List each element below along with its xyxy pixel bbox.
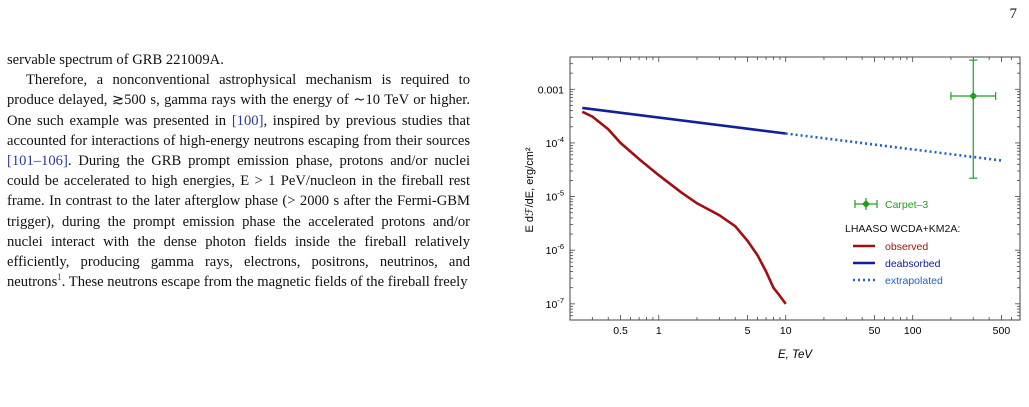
y-tick-label: 0.001 [538, 84, 564, 96]
x-axis-label: E, TeV [778, 349, 813, 361]
y-axis-label: E dℱ/dE, erg/cm² [524, 147, 536, 232]
x-tick-label: 5 [745, 325, 751, 337]
spectrum-chart: 0.5 1 5 10 50 100 500 0.001 10-4 10-5 10-6 10-7 E,… [524, 56, 1021, 361]
points-layer [950, 59, 997, 179]
y-axis-ticks: 0.001 10-4 10-5 10-6 10-7 [538, 56, 1020, 321]
x-tick-label: 1 [656, 325, 662, 337]
paragraph-text-d: . These neutrons escape from the magneti… [61, 274, 468, 291]
y-tick-label: 10-7 [546, 296, 564, 311]
x-tick-label: 0.5 [613, 325, 628, 337]
x-axis-ticks: 0.5 1 5 10 50 100 500 [569, 57, 1021, 337]
series-observed-line [581, 110, 787, 305]
point-Carpet–3-marker [969, 91, 978, 100]
page-number: 7 [1009, 6, 1018, 22]
legend-header: LHAASO WCDA+KM2A: [845, 223, 960, 235]
legend-observed-label: observed [885, 241, 928, 253]
series-layer [581, 106, 1002, 305]
x-tick-label: 500 [993, 325, 1011, 337]
paragraph-continuation: servable spectrum of GRB 221009A. [7, 52, 224, 68]
y-tick-label: 10-6 [546, 242, 564, 257]
footnote-mark[interactable]: 1 [57, 272, 62, 283]
legend-point-marker [862, 200, 870, 208]
paragraph-text-b: , inspired by previous studies that acco… [7, 112, 470, 149]
paragraph-text-c: . During the GRB prompt emission phase, … [7, 153, 470, 291]
legend-point-label: Carpet–3 [885, 199, 928, 211]
legend: Carpet–3 LHAASO WCDA+KM2A: observed deabsor… [845, 198, 960, 287]
citation-link[interactable]: [100] [231, 112, 264, 129]
plot-frame [569, 56, 1021, 321]
series-extrapolated-line [785, 132, 1002, 162]
text-column: servable spectrum of GRB 221009A. Theref… [7, 50, 470, 292]
y-tick-label: 10-5 [546, 189, 564, 204]
x-tick-label: 100 [904, 325, 922, 337]
citation-link[interactable]: [101–106] [7, 153, 68, 170]
paragraph-text-a: Therefore, a nonconventional astrophysic… [7, 72, 470, 129]
x-tick-label: 10 [780, 325, 792, 337]
series-deabsorbed-line [582, 106, 786, 135]
legend-deabsorbed-label: deabsorbed [885, 258, 941, 270]
legend-extrapolated-label: extrapolated [885, 275, 943, 287]
y-tick-label: 10-4 [546, 135, 564, 150]
paragraph: Therefore, a nonconventional astrophysic… [7, 70, 470, 292]
x-tick-label: 50 [869, 325, 881, 337]
